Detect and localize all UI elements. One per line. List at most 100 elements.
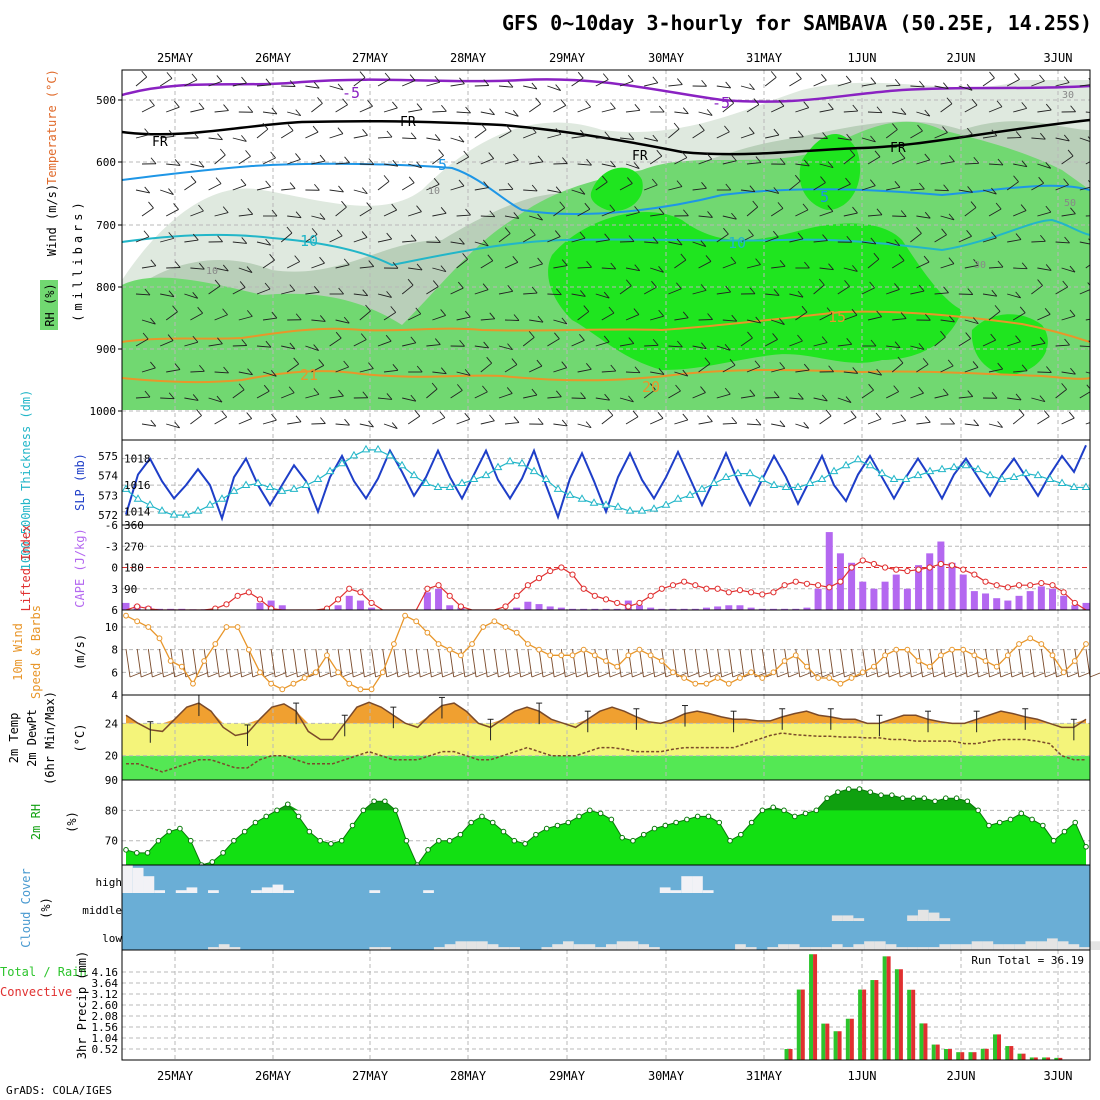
wind-barb-flag [199, 262, 205, 270]
lifted-index-point [904, 567, 911, 575]
thickness-point [1057, 478, 1067, 486]
wind-barb-flag [967, 186, 973, 193]
wind-barb [910, 233, 922, 243]
wind-barb-flag [537, 155, 544, 163]
thickness-point [433, 482, 443, 490]
precip-convective-bar [947, 1049, 952, 1060]
lifted-index-tick: 0 [111, 562, 118, 575]
precip-convective-bar [874, 980, 879, 1060]
wind-barb [547, 396, 562, 399]
wind-barb [305, 393, 320, 399]
wind-barb [964, 264, 979, 269]
wind10-speed-point [156, 635, 163, 642]
wind-barb [619, 343, 634, 347]
wind10-barb [717, 648, 723, 678]
wind-barb [402, 137, 417, 140]
precip-tick: 4.16 [92, 966, 119, 979]
wind-barb [190, 415, 202, 425]
wind-barb [377, 397, 392, 400]
cloud-bar-low [842, 947, 854, 950]
thickness-point [541, 474, 551, 483]
wind-barb-flag [174, 261, 181, 268]
wind-barb-flag [513, 212, 520, 219]
wind-barb [595, 181, 608, 191]
wind-barb-flag [870, 135, 876, 143]
rh2m-point [349, 822, 356, 829]
cloud-bar-low [885, 944, 897, 950]
temp2m-tick: 20 [105, 750, 118, 763]
wind-barb [184, 293, 198, 299]
wind-barb-flag [802, 203, 809, 211]
rh2m-tick: 90 [105, 774, 118, 787]
cloud-bar-low [1036, 941, 1047, 950]
wind-barb-flag [441, 104, 447, 112]
wind-barb-flag [365, 304, 371, 312]
wind-barb-flag [923, 255, 930, 263]
wind-barb-flag [148, 201, 154, 209]
lifted-index-point [558, 564, 565, 571]
wind-barb-flag [556, 288, 562, 296]
cape-bar [524, 601, 532, 610]
thickness-point [217, 494, 227, 502]
wind-barb-flag [366, 202, 373, 209]
lifted-index-point [614, 599, 621, 607]
wind-barb [1079, 137, 1090, 142]
wind-barb [553, 319, 567, 325]
wind-barb-flag [868, 383, 874, 391]
wind-barb-flag [1044, 308, 1051, 315]
wind-barb [650, 213, 665, 217]
precip-grid [122, 950, 1090, 1060]
lifted-index-point [647, 592, 654, 599]
thickness-tick: 575 [98, 450, 118, 463]
thickness-point [373, 444, 383, 453]
precip-total-bar [1054, 1057, 1059, 1060]
wind-barb [746, 162, 761, 165]
wind-barb-flag [852, 104, 859, 112]
wind-barb-flag [458, 135, 465, 143]
wind-barb-flag [625, 279, 632, 287]
rh2m-point [392, 807, 399, 814]
thickness-point [361, 444, 371, 453]
wind10-speed-point [279, 686, 286, 693]
wind-barb [1037, 109, 1052, 113]
wind10-tick: 6 [111, 666, 118, 679]
wind-barb-flag [779, 260, 786, 267]
wind-barb [771, 367, 785, 373]
wind-barb [982, 237, 997, 243]
wind-barb [843, 212, 858, 217]
wind-barb [262, 259, 275, 269]
wind10-speed-point [178, 663, 185, 670]
rh2m-point [263, 813, 270, 820]
wind10-barb-flag [431, 672, 442, 678]
rh2m-point [813, 807, 820, 814]
wind-barb-flag [386, 393, 393, 400]
wind-barb-flag [948, 213, 955, 221]
lifted-index-point [513, 592, 520, 599]
wind-barb-flag [390, 306, 397, 313]
wind-barb [746, 366, 761, 373]
wind-barb-flag [700, 342, 707, 349]
wind-barb [553, 367, 567, 373]
wind-barb-flag [797, 290, 804, 298]
contour-20 [122, 369, 1090, 384]
top-day-label: 3JUN [1044, 51, 1073, 65]
wind-barb-flag [1039, 74, 1045, 82]
wind-barb-flag [966, 127, 973, 135]
wind-barb-flag [925, 313, 931, 321]
wind-barb [940, 161, 955, 165]
cloud-bar-middle [939, 918, 951, 921]
rh2m-point [436, 837, 442, 844]
temp2m-line [125, 701, 1087, 741]
wind-barb [214, 154, 226, 165]
wind10-barb [862, 648, 868, 678]
rh2m-point [360, 807, 367, 814]
wind-barb-flag [1018, 408, 1025, 416]
wind-barb [1037, 313, 1051, 321]
wind-barb-flag [362, 289, 369, 296]
wind-barb-flag [972, 361, 979, 368]
wind10-barb [962, 648, 968, 678]
cloud-level-low: low [102, 932, 122, 945]
wind-barb [1031, 285, 1043, 295]
wind-barb-flag [269, 253, 275, 261]
wind10-barb-flag [877, 672, 889, 678]
